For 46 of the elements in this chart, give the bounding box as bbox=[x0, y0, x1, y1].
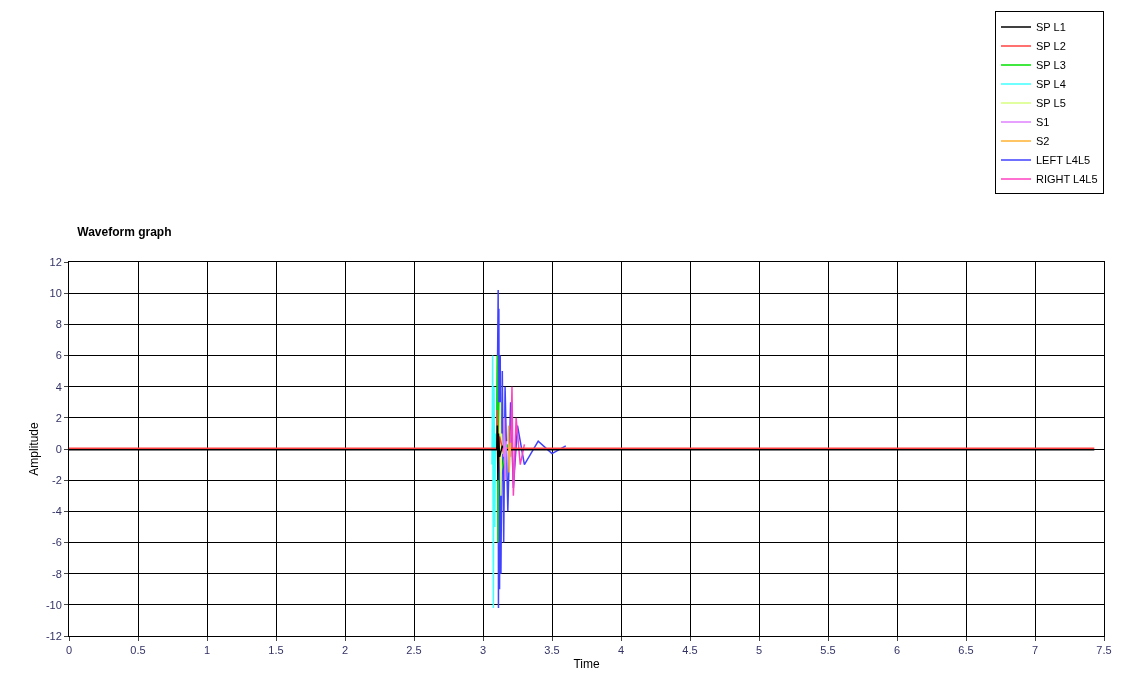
x-tick-label: 1 bbox=[203, 644, 211, 657]
y-tick-label: 4 bbox=[55, 380, 62, 393]
x-tick-label: 2 bbox=[341, 644, 349, 657]
y-tick-label: 10 bbox=[49, 287, 62, 300]
legend-label: SP L2 bbox=[1036, 40, 1066, 53]
y-axis-title: Amplitude bbox=[27, 422, 42, 476]
y-tick-label: 2 bbox=[55, 411, 62, 424]
x-tick-label: 3 bbox=[479, 644, 487, 657]
y-tick-label: -2 bbox=[52, 474, 62, 487]
x-tick-label: 6 bbox=[893, 644, 901, 657]
x-tick-label: 3.5 bbox=[544, 644, 560, 657]
legend-label: SP L1 bbox=[1036, 21, 1066, 34]
x-tick-label: 0 bbox=[65, 644, 73, 657]
x-tick-label: 4.5 bbox=[682, 644, 698, 657]
x-tick-label: 7.5 bbox=[1096, 644, 1112, 657]
legend-label: SP L4 bbox=[1036, 78, 1066, 91]
legend-label: S1 bbox=[1036, 116, 1050, 129]
y-tick-label: 8 bbox=[55, 318, 62, 331]
chart-title: Waveform graph bbox=[77, 225, 172, 240]
line-series bbox=[502, 417, 508, 481]
x-tick-label: 5.5 bbox=[820, 644, 836, 657]
y-tick-label: -6 bbox=[52, 536, 62, 549]
x-tick-label: 6.5 bbox=[958, 644, 974, 657]
y-tick-label: -10 bbox=[45, 598, 62, 611]
line-series bbox=[507, 424, 512, 474]
x-tick-label: 7 bbox=[1031, 644, 1039, 657]
x-tick-label: 0.5 bbox=[130, 644, 146, 657]
line-series bbox=[498, 401, 504, 497]
x-tick-label: 1.5 bbox=[268, 644, 284, 657]
legend-label: RIGHT L4L5 bbox=[1036, 173, 1098, 186]
y-tick-label: 12 bbox=[49, 255, 62, 268]
y-tick-label: -12 bbox=[45, 629, 62, 642]
x-tick-label: 2.5 bbox=[406, 644, 422, 657]
x-axis-title: Time bbox=[573, 657, 600, 672]
x-tick-label: 4 bbox=[617, 644, 625, 657]
legend-label: S2 bbox=[1036, 135, 1050, 148]
line-series bbox=[509, 385, 526, 497]
legend-label: LEFT L4L5 bbox=[1036, 154, 1091, 167]
legend-label: SP L3 bbox=[1036, 59, 1066, 72]
line-series bbox=[491, 354, 497, 609]
y-tick-label: 6 bbox=[55, 349, 62, 362]
x-tick-label: 5 bbox=[755, 644, 763, 657]
y-tick-label: -4 bbox=[52, 505, 62, 518]
y-tick-label: -8 bbox=[52, 567, 62, 580]
legend-label: SP L5 bbox=[1036, 97, 1066, 110]
y-tick-label: 0 bbox=[55, 442, 62, 455]
